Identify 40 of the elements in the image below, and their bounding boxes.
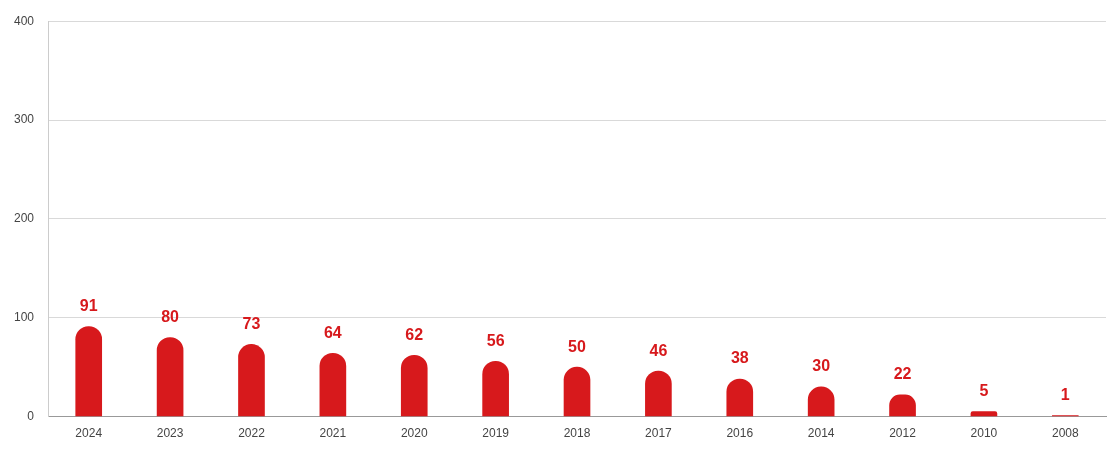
bar: [319, 353, 347, 417]
y-tick-label: 0: [27, 408, 35, 423]
data-label: 22: [893, 365, 912, 383]
data-label: 5: [979, 382, 989, 400]
x-tick-label: 2014: [807, 426, 835, 441]
y-tick-label: 300: [13, 112, 35, 127]
bar: [238, 344, 265, 417]
y-tick-label: 100: [13, 310, 35, 325]
bar: [970, 411, 998, 417]
data-label: 73: [242, 314, 261, 332]
x-tick-label: 2010: [970, 426, 998, 441]
data-label: 80: [161, 307, 180, 325]
x-tick-label: 2024: [75, 426, 103, 441]
y-tick-label: 400: [13, 13, 35, 28]
data-label: 62: [405, 325, 424, 343]
data-label: 1: [1060, 386, 1070, 404]
x-tick-label: 2019: [482, 426, 510, 441]
bar: [400, 354, 428, 417]
x-tick-label: 2012: [889, 426, 917, 441]
x-tick-label: 2016: [726, 426, 754, 441]
bar: [563, 366, 591, 417]
data-label: 50: [568, 337, 587, 355]
data-label: 91: [79, 297, 98, 315]
x-tick-label: 2017: [645, 426, 673, 441]
x-tick-label: 2018: [563, 426, 591, 441]
data-label: 30: [812, 357, 831, 375]
bar: [645, 370, 672, 417]
x-tick-label: 2008: [1051, 426, 1079, 441]
x-tick-label: 2020: [400, 426, 428, 441]
data-label: 38: [730, 349, 749, 367]
data-label: 46: [649, 341, 668, 359]
data-label: 56: [486, 331, 505, 349]
data-label: 64: [323, 323, 342, 341]
x-tick-label: 2022: [238, 426, 266, 441]
bar: [75, 326, 103, 417]
x-tick-label: 2023: [156, 426, 184, 441]
bar: [482, 360, 509, 417]
x-tick-label: 2021: [319, 426, 347, 441]
y-tick-label: 200: [13, 211, 35, 226]
bar: [156, 337, 184, 417]
